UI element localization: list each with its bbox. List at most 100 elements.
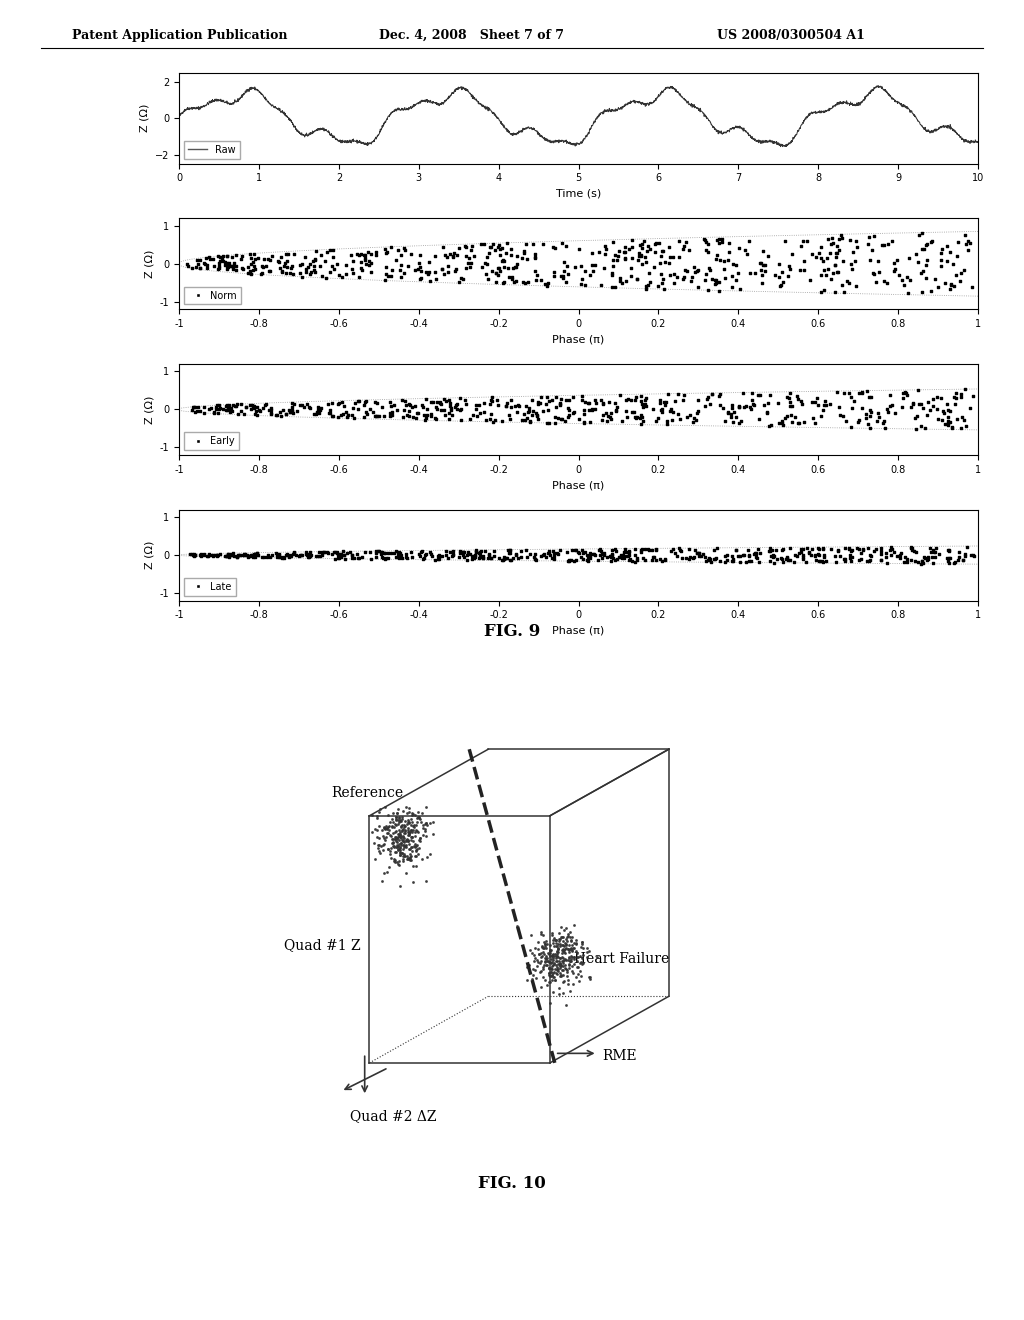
Point [714, 231, 730, 252]
Point [463, 253, 479, 275]
Point [623, 257, 639, 279]
Point [545, 950, 561, 972]
Point [568, 946, 585, 968]
Point [390, 546, 407, 568]
Point [919, 404, 935, 425]
Y-axis label: Z (Ω): Z (Ω) [144, 395, 155, 424]
Point [655, 392, 672, 413]
Point [605, 231, 622, 252]
Point [602, 545, 618, 566]
Point [427, 261, 443, 282]
Point [383, 260, 399, 281]
Point [965, 545, 981, 566]
Point [411, 829, 427, 850]
Point [521, 411, 538, 432]
Point [426, 549, 442, 570]
Point [925, 553, 941, 574]
Point [721, 242, 737, 263]
Point [537, 944, 553, 965]
Point [543, 940, 559, 961]
Point [420, 263, 436, 284]
Point [338, 253, 354, 275]
Point [555, 260, 571, 281]
Point [547, 238, 563, 259]
Text: FIG. 9: FIG. 9 [484, 623, 540, 640]
Point [271, 401, 288, 422]
Point [861, 550, 878, 572]
Point [258, 256, 274, 277]
Point [963, 397, 979, 418]
Point [396, 400, 413, 421]
Point [542, 966, 558, 987]
Point [279, 404, 295, 425]
Point [514, 409, 530, 430]
Point [483, 389, 500, 411]
Point [838, 411, 854, 432]
Point [581, 399, 597, 420]
Point [774, 539, 791, 560]
Point [843, 540, 859, 561]
Point [939, 400, 955, 421]
Point [468, 541, 484, 562]
Point [439, 247, 456, 268]
Point [556, 939, 572, 960]
Point [383, 405, 399, 426]
Point [257, 395, 273, 416]
Point [534, 946, 550, 968]
Point [862, 417, 879, 438]
Point [565, 937, 582, 958]
Point [882, 540, 898, 561]
Point [728, 269, 744, 290]
Point [211, 543, 227, 564]
Point [424, 812, 440, 833]
Point [870, 261, 887, 282]
Point [572, 965, 589, 986]
Point [353, 546, 370, 568]
Point [390, 543, 407, 564]
Point [557, 957, 573, 978]
Point [196, 252, 212, 273]
Point [816, 260, 833, 281]
Point [504, 267, 520, 288]
Point [459, 545, 475, 566]
Point [532, 924, 549, 945]
Point [866, 263, 883, 284]
Point [892, 548, 908, 569]
Point [571, 543, 588, 564]
Point [244, 544, 260, 565]
Point [846, 389, 862, 411]
Text: Patent Application Publication: Patent Application Publication [72, 29, 287, 42]
Point [798, 550, 814, 572]
Point [541, 540, 557, 561]
Point [276, 252, 293, 273]
Point [391, 837, 408, 858]
Point [666, 539, 682, 560]
Point [260, 248, 276, 269]
Point [829, 261, 846, 282]
Point [489, 257, 506, 279]
Point [333, 544, 349, 565]
Point [653, 399, 670, 420]
Point [555, 935, 571, 956]
Point [404, 822, 421, 843]
Point [449, 244, 465, 265]
Point [771, 267, 787, 288]
Point [350, 267, 367, 288]
Point [924, 280, 940, 301]
Point [316, 251, 333, 272]
Point [190, 396, 207, 417]
Point [492, 260, 508, 281]
Point [552, 539, 568, 560]
Point [561, 550, 578, 572]
Point [595, 404, 611, 425]
Point [475, 545, 492, 566]
Point [404, 546, 421, 568]
Point [773, 548, 790, 569]
Point [548, 932, 564, 953]
Point [526, 244, 543, 265]
Point [952, 271, 969, 292]
Point [391, 829, 408, 850]
Point [259, 546, 275, 568]
Point [427, 408, 443, 429]
Point [616, 539, 633, 560]
